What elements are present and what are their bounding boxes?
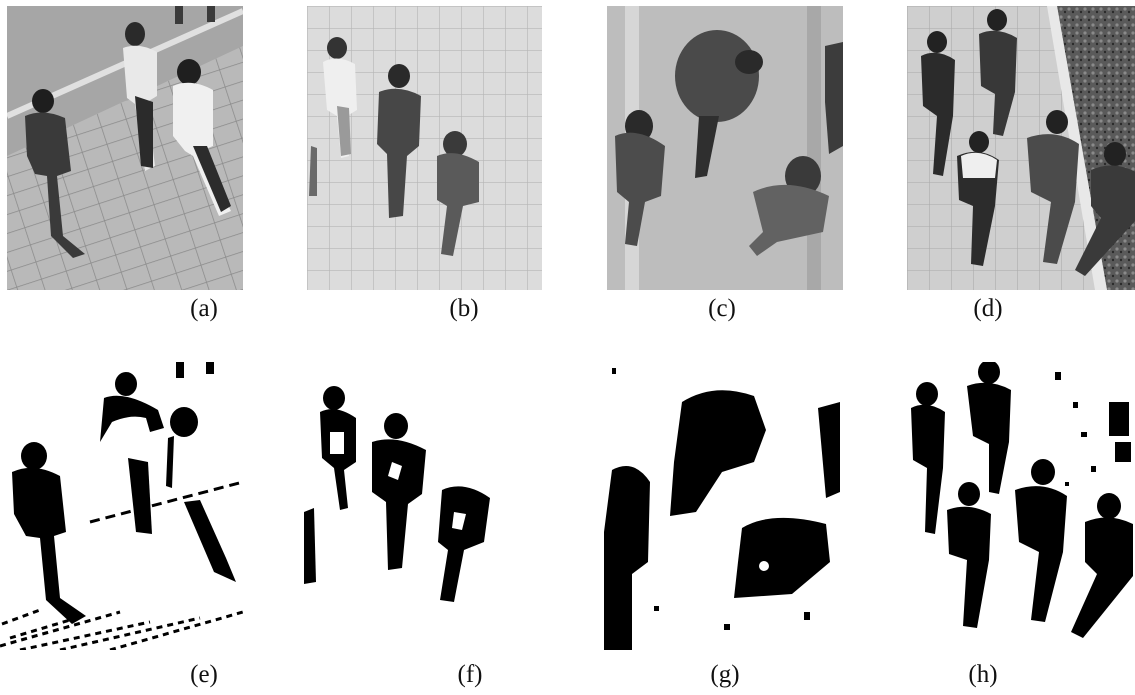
- caption-a: (a): [190, 295, 218, 322]
- caption-e: (e): [190, 661, 218, 688]
- photo-a-image: [7, 6, 243, 290]
- mask-e-image: [0, 362, 243, 650]
- caption-d: (d): [973, 295, 1003, 322]
- photo-panel-c: [607, 6, 843, 290]
- caption-c: (c): [708, 295, 736, 322]
- mask-f-image: [304, 362, 542, 650]
- caption-f: (f): [457, 661, 483, 688]
- photo-panel-a: [7, 6, 243, 290]
- photo-panel-b: [307, 6, 542, 290]
- mask-panel-f: [304, 362, 542, 650]
- photo-c-image: [607, 6, 843, 290]
- mask-h-image: [905, 362, 1135, 650]
- mask-g-image: [604, 362, 844, 650]
- photo-panel-d: [907, 6, 1135, 290]
- mask-panel-e: [0, 362, 243, 650]
- caption-h: (h): [968, 661, 998, 688]
- caption-g: (g): [710, 661, 740, 688]
- mask-panel-h: [905, 362, 1135, 650]
- photo-b-image: [307, 6, 542, 290]
- mask-panel-g: [604, 362, 844, 650]
- photo-d-image: [907, 6, 1135, 290]
- caption-b: (b): [449, 295, 479, 322]
